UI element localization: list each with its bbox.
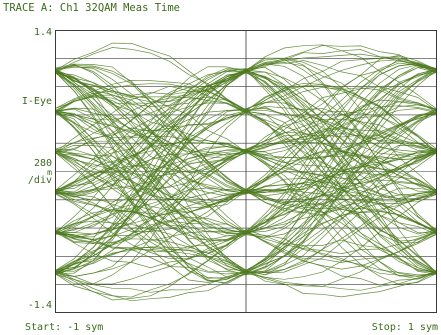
eye-trace xyxy=(55,179,437,301)
scale-label: 280 m /div xyxy=(28,159,52,186)
stop-label: Stop: 1 sym xyxy=(371,322,438,333)
eye-trace xyxy=(55,71,437,285)
eye-trace xyxy=(55,68,437,233)
eye-trace xyxy=(55,86,437,190)
eye-trace xyxy=(55,68,437,170)
eye-trace xyxy=(55,71,437,276)
eye-trace xyxy=(55,109,437,287)
eye-trace xyxy=(55,69,437,238)
reference-label: I-Eye xyxy=(21,96,52,107)
eye-trace xyxy=(55,55,437,192)
eye-trace xyxy=(55,111,437,274)
eye-trace xyxy=(55,172,437,298)
eye-diagram-plot xyxy=(55,30,437,313)
eye-trace xyxy=(55,108,437,236)
eye-trace xyxy=(55,84,437,273)
trace-title: TRACE A: Ch1 32QAM Meas Time xyxy=(3,2,181,14)
eye-trace xyxy=(55,63,437,241)
eye-trace xyxy=(55,108,437,274)
start-label: Start: -1 sym xyxy=(25,322,104,333)
eye-trace xyxy=(55,178,437,232)
eye-trace xyxy=(55,67,437,274)
eye-trace xyxy=(55,110,437,195)
eye-trace xyxy=(55,142,437,192)
eye-trace xyxy=(55,150,437,285)
eye-trace xyxy=(55,171,437,273)
eye-trace xyxy=(55,63,437,194)
eye-trace xyxy=(55,151,437,194)
eye-trace xyxy=(55,69,437,153)
eye-trace xyxy=(55,110,437,298)
scale-unit: m xyxy=(47,168,52,177)
y-axis-max-label: 1.4 xyxy=(33,27,52,38)
y-axis-min-label: -1.4 xyxy=(27,300,52,311)
plot-frame xyxy=(55,30,437,313)
eye-traces xyxy=(55,42,437,302)
scale-value: 280 xyxy=(33,158,52,169)
eye-trace xyxy=(55,70,437,244)
eye-trace xyxy=(55,110,437,275)
eye-trace xyxy=(55,59,437,275)
eye-trace xyxy=(55,187,437,302)
eye-trace xyxy=(55,149,437,202)
eye-trace xyxy=(55,132,437,239)
scale-per-div: /div xyxy=(27,175,52,186)
eye-trace xyxy=(55,152,437,274)
eye-trace xyxy=(55,193,437,270)
